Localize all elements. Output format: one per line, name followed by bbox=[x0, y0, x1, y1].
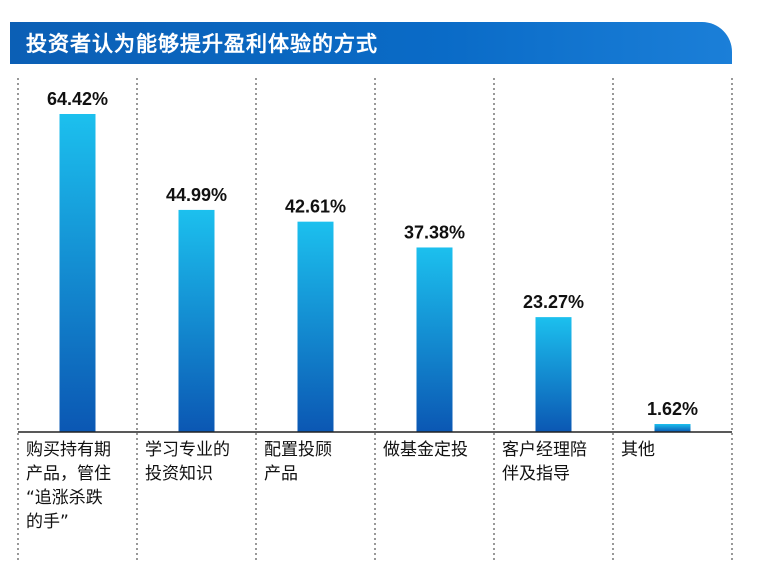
bars-group bbox=[59, 114, 691, 432]
bar-value-label: 1.62% bbox=[647, 399, 698, 419]
bar-value-label: 44.99% bbox=[166, 185, 227, 205]
category-label: 学习专业的 投资知识 bbox=[145, 440, 230, 484]
bar bbox=[297, 221, 334, 432]
bar-value-label: 64.42% bbox=[47, 89, 108, 109]
bar bbox=[59, 114, 96, 432]
value-labels-group: 64.42% 44.99% 42.61% 37.38% 23.27% 1.62% bbox=[47, 89, 698, 419]
bar-value-label: 37.38% bbox=[404, 222, 465, 242]
bar bbox=[654, 424, 691, 432]
category-label: 购买持有期 产品，管住 “追涨杀跌 的手” bbox=[26, 440, 111, 532]
chart-title-banner: 投资者认为能够提升盈利体验的方式 bbox=[10, 22, 732, 64]
category-label: 其他 bbox=[621, 440, 655, 460]
bar bbox=[416, 247, 453, 432]
bar-value-label: 23.27% bbox=[523, 292, 584, 312]
category-label: 客户经理陪 伴及指导 bbox=[502, 440, 587, 484]
column-separators bbox=[17, 78, 733, 560]
bar-value-label: 42.61% bbox=[285, 197, 346, 217]
bar bbox=[178, 209, 215, 432]
chart-title: 投资者认为能够提升盈利体验的方式 bbox=[26, 32, 378, 56]
category-label: 做基金定投 bbox=[383, 440, 468, 460]
bar bbox=[535, 317, 572, 432]
category-label: 配置投顾 产品 bbox=[264, 440, 332, 484]
